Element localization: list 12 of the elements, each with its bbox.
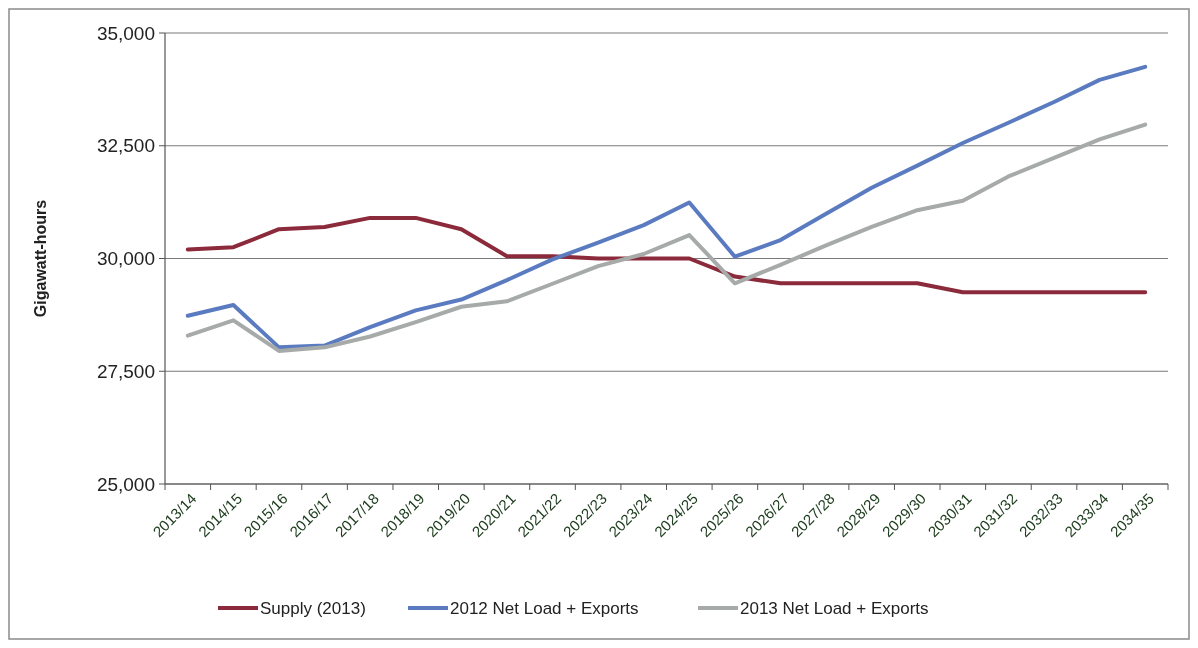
- y-tick-label: 30,000: [96, 248, 155, 270]
- line-series: [185, 64, 1148, 350]
- y-axis-title: Gigawatt-hours: [32, 199, 49, 318]
- y-tick-label: 35,000: [96, 22, 155, 44]
- legend-label: Supply (2013): [260, 598, 366, 618]
- legend-label: 2013 Net Load + Exports: [740, 598, 929, 618]
- line-series: [185, 215, 1148, 295]
- legend-label: 2012 Net Load + Exports: [450, 598, 639, 618]
- y-tick-label: 27,500: [96, 360, 155, 382]
- y-tick-label: 25,000: [96, 473, 155, 495]
- line-series: [185, 122, 1148, 353]
- y-tick-label: 32,500: [96, 135, 155, 157]
